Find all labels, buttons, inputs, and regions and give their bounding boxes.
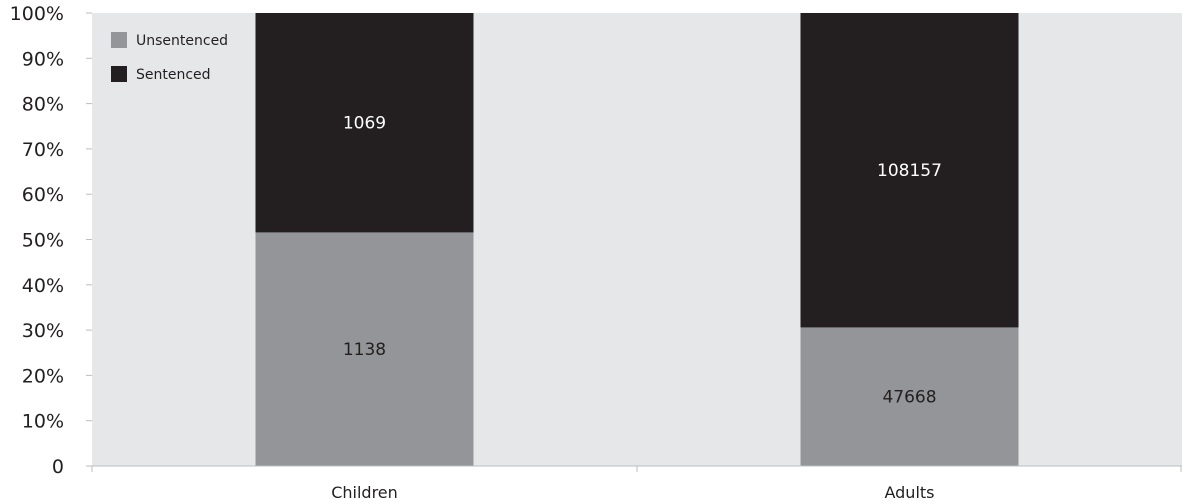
y-tick-label: 10% xyxy=(22,411,64,433)
bar-value-label: 1069 xyxy=(343,114,386,134)
legend: Unsentenced Sentenced xyxy=(111,32,228,83)
bar-value-label: 1138 xyxy=(343,340,386,360)
bar-value-label: 108157 xyxy=(877,161,942,181)
bar-value-label: 47668 xyxy=(882,388,936,408)
bar-segment-unsentenced-children xyxy=(255,232,474,466)
legend-label-unsentenced: Unsentenced xyxy=(136,33,228,49)
y-tick-label: 0 xyxy=(52,456,64,478)
y-tick-label: 100% xyxy=(10,3,64,25)
x-category-label: Adults xyxy=(884,483,934,502)
x-axis: Children Adults xyxy=(91,465,1182,502)
y-tick-label: 20% xyxy=(22,365,64,387)
y-tick-label: 90% xyxy=(22,48,64,70)
bar-segment-unsentenced-adults xyxy=(800,327,1019,466)
legend-label-sentenced: Sentenced xyxy=(136,67,211,83)
bars-group: 1138 1069 47668 108157 xyxy=(255,13,1019,466)
y-tick-label: 40% xyxy=(22,275,64,297)
bar-segment-sentenced-children xyxy=(255,13,474,233)
bar-segment-sentenced-adults xyxy=(800,13,1019,328)
y-axis: 0 10% 20% 30% 40% 50% 60% 70% 80% 90% 100% xyxy=(10,3,92,478)
legend-swatch-sentenced xyxy=(111,66,127,82)
y-tick-label: 30% xyxy=(22,320,64,342)
legend-swatch-unsentenced xyxy=(111,32,127,48)
y-tick-label: 50% xyxy=(22,230,64,252)
y-tick-label: 80% xyxy=(22,94,64,116)
x-category-label: Children xyxy=(331,483,398,502)
y-tick-label: 60% xyxy=(22,184,64,206)
y-tick-label: 70% xyxy=(22,139,64,161)
